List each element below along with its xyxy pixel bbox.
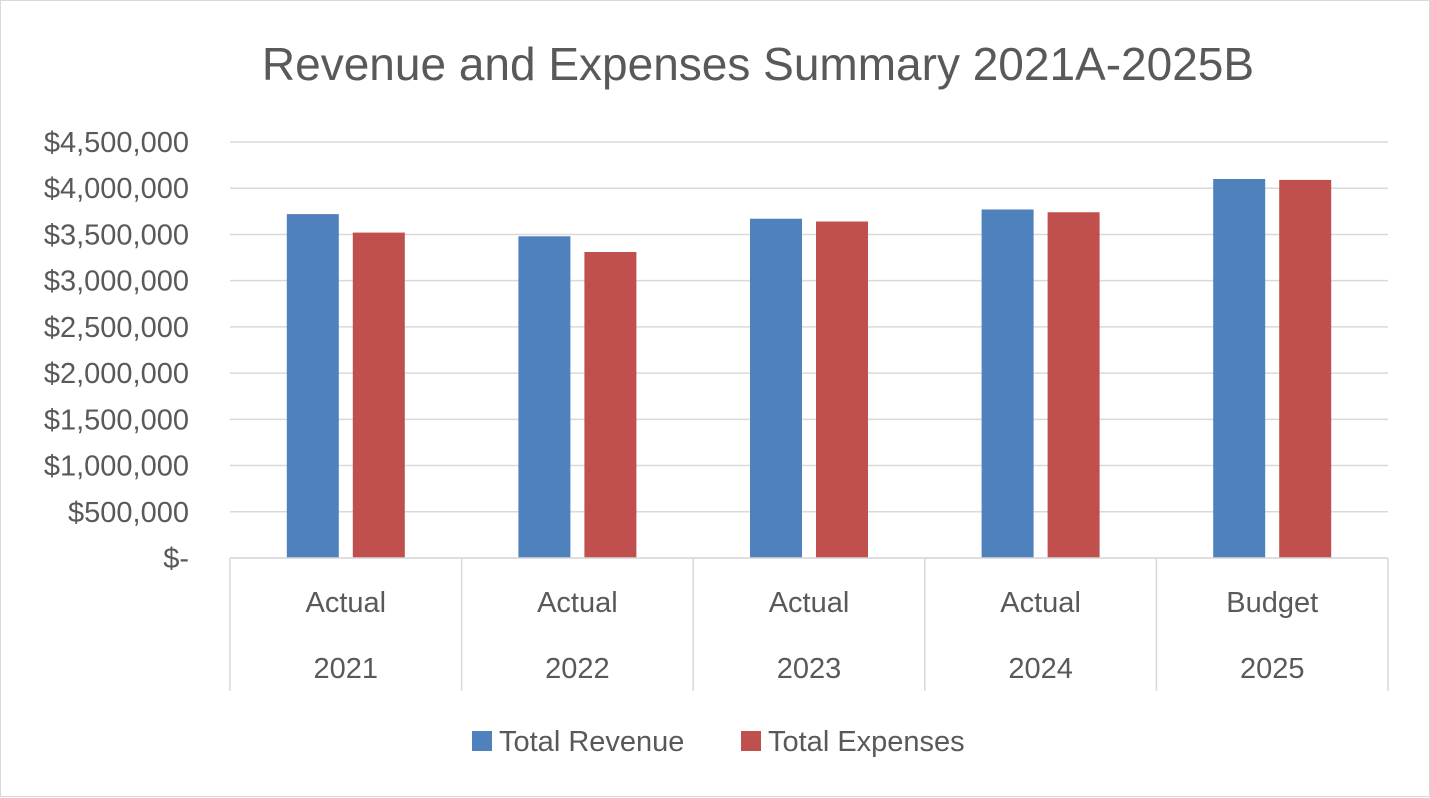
legend-label: Total Revenue: [499, 726, 684, 758]
category-label: Actual: [1000, 587, 1081, 619]
y-tick-label: $1,500,000: [44, 404, 189, 436]
y-tick-label: $-: [163, 543, 189, 575]
category-year-label: 2024: [1008, 653, 1073, 685]
bar-total-revenue-2023: [750, 218, 802, 558]
y-tick-label: $4,000,000: [44, 173, 189, 205]
legend-swatch: [741, 731, 761, 751]
x-axis: Actual 2021 Actual 2022 Actual 2023 Actual 2024…: [229, 557, 1389, 691]
gridlines: [230, 141, 1388, 559]
y-tick-label: $3,000,000: [44, 266, 189, 298]
y-axis-tick-labels: $- $500,000 $1,000,000 $1,500,000 $2,000,000…: [44, 127, 189, 575]
legend[interactable]: Total Revenue Total Expenses: [472, 726, 965, 758]
bars: [286, 178, 1332, 559]
bar-total-expenses-2022: [584, 252, 637, 558]
legend-swatch: [472, 731, 492, 751]
category-year-label: 2021: [314, 653, 379, 685]
legend-label: Total Expenses: [768, 726, 965, 758]
bar-total-revenue-2025: [1213, 178, 1266, 558]
y-tick-label: $2,500,000: [44, 312, 189, 344]
legend-item-total-revenue[interactable]: Total Revenue: [472, 726, 684, 758]
bar-total-expenses-2023: [816, 221, 868, 558]
y-tick-label: $500,000: [68, 497, 189, 529]
category-label: Budget: [1226, 587, 1318, 619]
bar-total-expenses-2021: [352, 232, 405, 558]
y-tick-label: $1,000,000: [44, 451, 189, 483]
bar-total-revenue-2022: [518, 236, 571, 558]
legend-item-total-expenses[interactable]: Total Expenses: [741, 726, 965, 758]
bar-total-expenses-2024: [1047, 212, 1100, 558]
bar-total-expenses-2025: [1279, 179, 1332, 558]
category-label: Actual: [305, 587, 386, 619]
category-label: Actual: [769, 587, 850, 619]
y-tick-label: $3,500,000: [44, 219, 189, 251]
category-year-label: 2022: [545, 653, 610, 685]
y-tick-label: $4,500,000: [44, 127, 189, 159]
bar-total-revenue-2024: [981, 209, 1034, 559]
category-label: Actual: [537, 587, 618, 619]
category-year-label: 2023: [777, 653, 842, 685]
chart-title: Revenue and Expenses Summary 2021A-2025B: [262, 38, 1254, 90]
y-tick-label: $2,000,000: [44, 358, 189, 390]
category-year-label: 2025: [1240, 653, 1305, 685]
bar-total-revenue-2021: [286, 214, 339, 558]
